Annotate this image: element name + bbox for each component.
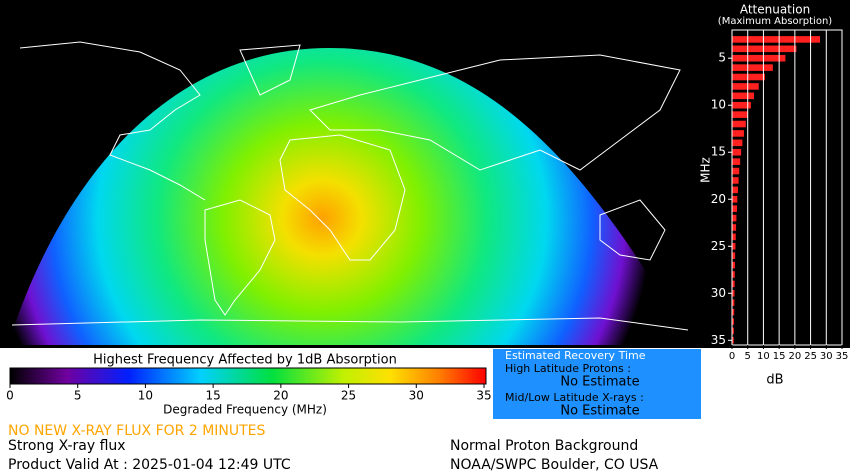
bar bbox=[732, 271, 735, 278]
bar bbox=[732, 280, 735, 288]
colorbar-tick-label: 30 bbox=[409, 389, 424, 403]
colorbar-tick-label: 35 bbox=[476, 389, 491, 403]
bar bbox=[732, 120, 746, 128]
colorbar-title: Highest Frequency Affected by 1dB Absorp… bbox=[93, 353, 397, 368]
bar bbox=[732, 327, 734, 335]
y-tick-label: 15 bbox=[711, 145, 726, 159]
colorbar-tick-label: 5 bbox=[74, 389, 82, 403]
bar bbox=[732, 148, 742, 156]
bar bbox=[732, 177, 739, 184]
y-tick-label: 25 bbox=[711, 239, 726, 253]
coastlines bbox=[11, 41, 689, 331]
bar bbox=[732, 214, 737, 222]
attenuation-plot bbox=[731, 29, 843, 346]
warning: NO NEW X-RAY FLUX FOR 2 MINUTES bbox=[8, 423, 266, 439]
recovery-value: No Estimate bbox=[560, 375, 639, 390]
colorbar-tick-label: 25 bbox=[341, 389, 356, 403]
bar bbox=[732, 261, 735, 269]
bar bbox=[732, 158, 741, 165]
bar bbox=[732, 205, 738, 212]
bar bbox=[732, 130, 744, 137]
bar bbox=[732, 167, 740, 175]
x-tick-label: 15 bbox=[773, 351, 786, 362]
x-tick-label: 30 bbox=[820, 351, 833, 362]
source: NOAA/SWPC Boulder, CO USA bbox=[450, 457, 659, 473]
bar bbox=[732, 45, 797, 53]
x-tick-label: 5 bbox=[745, 351, 751, 362]
bar bbox=[732, 54, 786, 62]
y-tick-label: 5 bbox=[718, 51, 726, 65]
bar bbox=[732, 101, 751, 109]
bar bbox=[732, 111, 748, 118]
bar bbox=[732, 299, 735, 306]
x-tick-label: 25 bbox=[804, 351, 817, 362]
map bbox=[10, 41, 690, 345]
recovery-box bbox=[493, 349, 701, 419]
bar bbox=[732, 139, 743, 147]
flux-status: Strong X-ray flux bbox=[8, 438, 126, 454]
bar bbox=[732, 36, 820, 43]
bar bbox=[732, 195, 738, 203]
y-tick-label: 10 bbox=[711, 98, 726, 112]
proton-status: Normal Proton Background bbox=[450, 438, 638, 454]
colorbar-tick-label: 15 bbox=[206, 389, 221, 403]
bar bbox=[732, 83, 759, 90]
valid-time: Product Valid At : 2025-01-04 12:49 UTC bbox=[8, 457, 291, 473]
absorption-region bbox=[10, 48, 690, 345]
bar bbox=[732, 289, 735, 297]
recovery-label: High Latitude Protons : bbox=[505, 362, 631, 375]
colorbar-tick-label: 20 bbox=[273, 389, 288, 403]
chart-subtitle: (Maximum Absorption) bbox=[718, 16, 832, 27]
y-tick-label: 20 bbox=[711, 192, 726, 206]
bar bbox=[732, 242, 736, 250]
colorbar-label: Degraded Frequency (MHz) bbox=[163, 403, 327, 417]
bar bbox=[732, 337, 734, 344]
recovery-label: Mid/Low Latitude X-rays : bbox=[505, 391, 644, 404]
bar bbox=[732, 64, 773, 71]
y-axis-label: MHz bbox=[699, 157, 713, 183]
x-axis-label: dB bbox=[766, 373, 783, 388]
x-tick-label: 35 bbox=[836, 351, 849, 362]
x-tick-label: 20 bbox=[788, 351, 801, 362]
bar bbox=[732, 252, 736, 259]
bar bbox=[732, 233, 736, 241]
recovery-title: Estimated Recovery Time bbox=[505, 349, 646, 362]
x-tick-label: 10 bbox=[757, 351, 770, 362]
colorbar-tick-label: 10 bbox=[138, 389, 153, 403]
chart-title: Attenuation bbox=[740, 3, 810, 17]
bar bbox=[732, 92, 754, 100]
bar bbox=[732, 224, 737, 231]
bar bbox=[732, 186, 738, 194]
recovery-value: No Estimate bbox=[560, 404, 639, 419]
bar bbox=[732, 318, 735, 325]
bar bbox=[732, 73, 765, 81]
colorbar-tick-label: 0 bbox=[6, 389, 14, 403]
x-tick-label: 0 bbox=[729, 351, 735, 362]
y-tick-label: 30 bbox=[711, 286, 726, 300]
bar bbox=[732, 308, 735, 316]
colorbar bbox=[9, 367, 487, 385]
y-tick-label: 35 bbox=[711, 333, 726, 347]
